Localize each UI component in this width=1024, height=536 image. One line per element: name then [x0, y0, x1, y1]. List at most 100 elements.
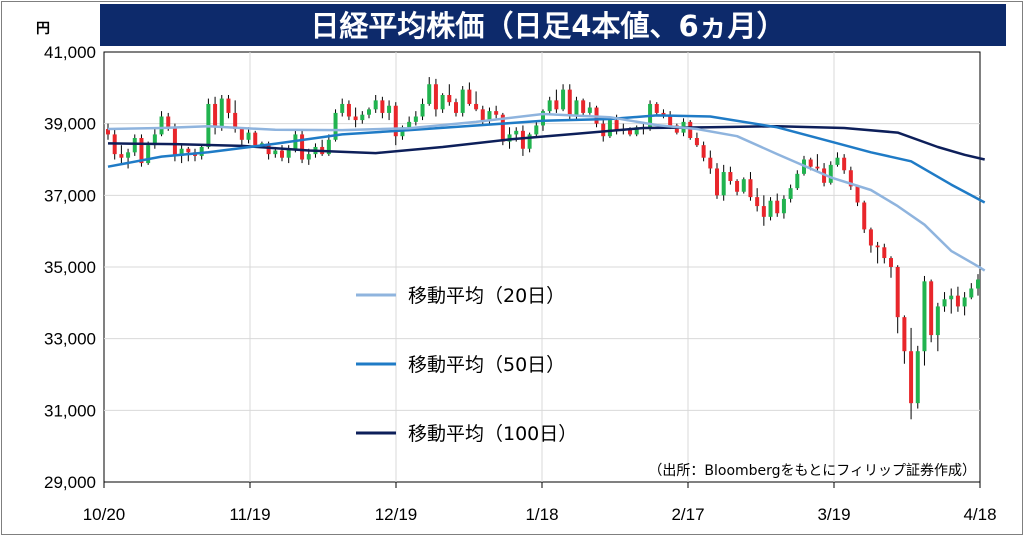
x-tick-label: 11/19: [229, 505, 270, 524]
candle-body: [454, 102, 458, 113]
candle: [634, 125, 639, 137]
candle: [367, 107, 371, 119]
candle: [741, 177, 746, 194]
candle-body: [172, 127, 177, 156]
candle-body: [106, 129, 110, 135]
candle-body: [233, 112, 238, 130]
candle-body: [828, 164, 833, 183]
candle: [721, 164, 726, 201]
candle-body: [447, 95, 452, 103]
candle-body: [467, 89, 472, 104]
candle-body: [701, 145, 706, 158]
candle-body: [213, 103, 218, 128]
candle-body: [427, 84, 432, 104]
candle: [795, 170, 800, 190]
candle: [728, 166, 733, 185]
legend-label-ma50: 移動平均（50日）: [408, 354, 565, 376]
candle-body: [976, 279, 980, 289]
candle-body: [460, 89, 465, 113]
candle-body: [862, 202, 867, 230]
candle-body: [326, 139, 331, 155]
candle: [152, 129, 157, 149]
candle-body: [735, 181, 740, 192]
candle: [534, 121, 539, 137]
candle: [474, 91, 479, 112]
candle-body: [367, 109, 371, 115]
candle: [715, 163, 719, 199]
candle-body: [159, 116, 164, 135]
candle: [855, 184, 860, 207]
candle: [494, 105, 499, 119]
legend: 移動平均（20日） 移動平均（50日） 移動平均（100日）: [356, 285, 577, 445]
ma100-line: [107, 124, 985, 161]
y-axis-ticks: 41,000 39,000 37,000 35,000 33,000 31,000 29,0…: [44, 43, 96, 492]
candle-body: [715, 168, 719, 196]
candle-body: [875, 245, 880, 248]
candle: [835, 152, 840, 167]
candle-body: [902, 317, 907, 352]
moving-average-lines: [107, 112, 986, 272]
candle: [467, 82, 472, 106]
candle-body: [815, 166, 820, 169]
candle: [454, 98, 458, 117]
candle: [132, 134, 137, 156]
candle: [547, 96, 552, 115]
candle: [146, 141, 151, 165]
candle-body: [333, 112, 338, 140]
candle-body: [541, 111, 545, 126]
candle: [413, 111, 418, 126]
candle: [427, 77, 432, 106]
candle-body: [909, 351, 914, 404]
candle-body: [166, 116, 171, 128]
candle: [520, 125, 525, 156]
legend-label-ma20: 移動平均（20日）: [408, 285, 565, 307]
candle-body: [842, 157, 847, 171]
candle-body: [219, 98, 224, 128]
candle-body: [929, 281, 934, 336]
candle: [213, 96, 218, 135]
candle-body: [474, 103, 479, 110]
candle: [875, 241, 880, 264]
title-bar: [100, 4, 1006, 46]
candle: [868, 227, 873, 253]
candle: [909, 327, 914, 420]
candle: [447, 84, 452, 106]
candle-body: [587, 107, 592, 113]
candle-body: [775, 200, 780, 214]
candle: [554, 89, 559, 113]
candle: [748, 172, 753, 201]
candlesticks: [106, 77, 980, 420]
y-tick-label: 37,000: [44, 186, 96, 205]
candle-body: [547, 100, 552, 112]
candle: [561, 84, 566, 112]
candle-body: [440, 95, 445, 110]
gridlines: [104, 52, 980, 482]
candle-body: [126, 152, 131, 158]
candle: [253, 130, 258, 147]
candle-body: [306, 154, 311, 160]
candle-body: [855, 186, 860, 203]
candle: [882, 243, 887, 264]
candle-body: [935, 306, 940, 336]
candle: [507, 127, 512, 149]
candle: [126, 148, 131, 169]
candle-body: [614, 120, 619, 131]
candle: [788, 184, 793, 203]
candle-body: [139, 138, 144, 164]
candle-body: [942, 299, 947, 307]
candle: [949, 288, 954, 314]
candle-body: [694, 138, 699, 146]
candle: [969, 283, 974, 300]
candle-body: [527, 134, 532, 149]
candle-body: [755, 197, 760, 207]
candle: [159, 111, 164, 137]
source-note: （出所：Bloombergをもとにフィリップ証券作成）: [648, 463, 976, 479]
candle: [708, 150, 713, 174]
candle-body: [654, 103, 659, 113]
candle: [922, 275, 927, 366]
x-tick-label: 1/18: [525, 505, 558, 524]
candle-body: [480, 109, 485, 121]
candle: [842, 154, 847, 174]
candle-body: [788, 188, 793, 199]
candle: [862, 200, 867, 233]
